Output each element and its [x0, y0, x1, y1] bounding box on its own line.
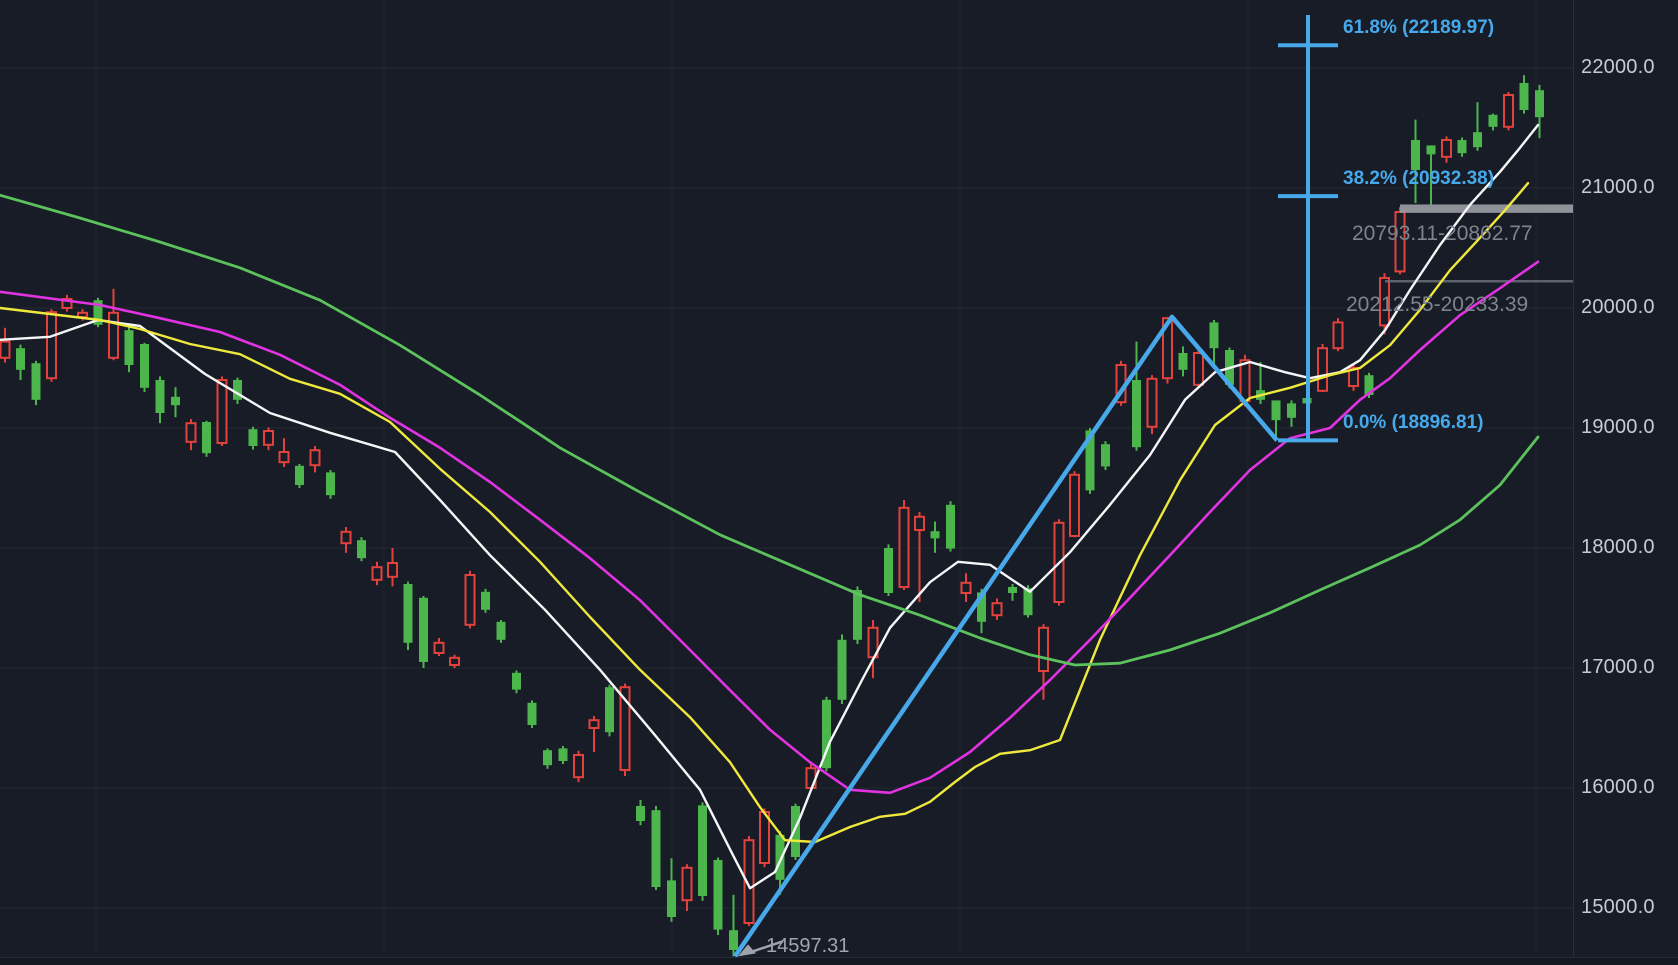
- gridlines: [0, 67, 1573, 909]
- zone-label-lower: 20212.55-20233.39: [1346, 293, 1529, 317]
- fib-label-382: 38.2% (20932.38): [1343, 168, 1495, 190]
- low-arrow: [738, 940, 784, 957]
- y-axis-label-15000: 15000.0: [1581, 896, 1655, 918]
- ma-yellow-mid: [0, 181, 1530, 844]
- trend-zigzag-drawing: [733, 314, 1279, 958]
- low-annotation-label: 14597.31: [766, 935, 850, 958]
- y-axis-label-22000: 22000.0: [1581, 56, 1655, 78]
- zone-label-upper: 20793.11-20862.77: [1352, 221, 1533, 245]
- time-axis-strip[interactable]: [0, 957, 1678, 965]
- price-zone-line: [1385, 279, 1573, 283]
- y-axis-label-17000: 17000.0: [1581, 656, 1655, 678]
- ma-magenta-slow: [0, 260, 1540, 795]
- price-axis[interactable]: 22000.0 21000.0 20000.0 19000.0 18000.0 17000…: [1573, 0, 1678, 957]
- ma-white-fast: [0, 123, 1540, 890]
- y-axis-label-21000: 21000.0: [1581, 176, 1655, 198]
- fib-extension-drawing[interactable]: [733, 15, 1338, 958]
- fib-label-0: 0.0% (18896.81): [1343, 412, 1484, 434]
- fib-label-618: 61.8% (22189.97): [1343, 17, 1495, 39]
- price-zones: [1385, 204, 1573, 283]
- y-axis-label-18000: 18000.0: [1581, 536, 1655, 558]
- y-axis-label-16000: 16000.0: [1581, 776, 1655, 798]
- y-axis-label-19000: 19000.0: [1581, 416, 1655, 438]
- y-axis-label-20000: 20000.0: [1581, 296, 1655, 318]
- ma-green-long: [0, 193, 1540, 667]
- price-zone-bar: [1400, 204, 1573, 213]
